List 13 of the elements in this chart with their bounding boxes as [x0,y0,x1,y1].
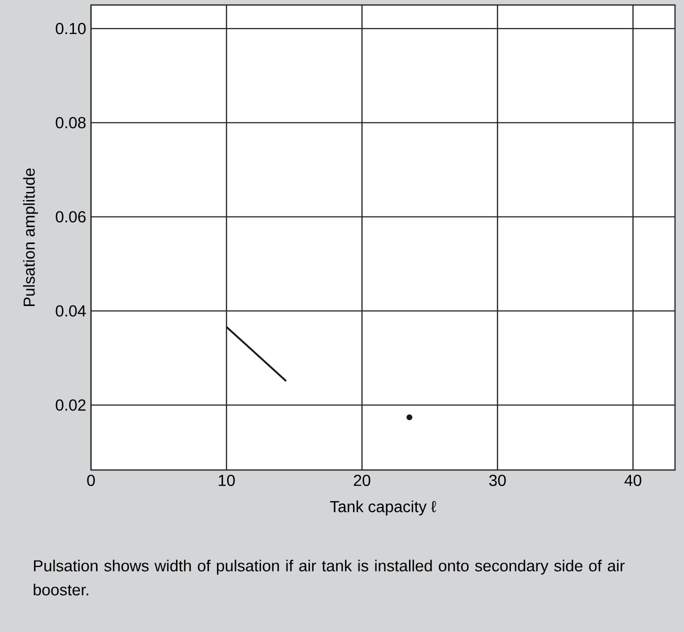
x-tick-label: 40 [624,474,642,486]
y-tick-label: 0.06 [56,211,86,222]
x-axis-title: Tank capacity ℓ [330,500,436,516]
x-tick-label: 30 [489,474,506,486]
y-axis-title: Pulsation amplitude [23,168,38,306]
x-tick-label: 20 [354,474,370,486]
y-tick-label: 0.02 [56,399,86,411]
y-tick-label: 0.04 [56,305,86,317]
x-tick-label: 10 [218,474,235,486]
y-tick-label: 0.08 [56,117,86,128]
text: Pulsation shows width of pulsation if air tank is installed onto secondary side of air booster. [34,560,625,596]
y-tick-label: 0.10 [56,22,86,34]
x-tick-label: 0 [87,474,95,486]
